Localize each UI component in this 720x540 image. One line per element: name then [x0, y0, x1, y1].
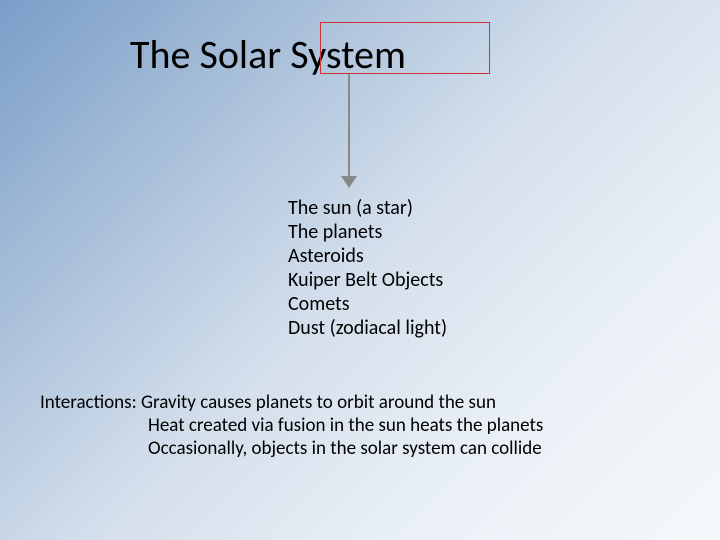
- interaction-line: Occasionally, objects in the solar syste…: [40, 438, 543, 461]
- list-item: Comets: [288, 292, 447, 316]
- list-item: The planets: [288, 220, 447, 244]
- interaction-line: Heat created via fusion in the sun heats…: [40, 415, 543, 438]
- interactions-section: Interactions: Gravity causes planets to …: [40, 392, 543, 460]
- list-item: The sun (a star): [288, 196, 447, 220]
- interaction-line: Interactions: Gravity causes planets to …: [40, 392, 543, 415]
- title-highlight-box: [320, 22, 490, 74]
- interaction-text: Gravity causes planets to orbit around t…: [141, 391, 496, 414]
- components-list: The sun (a star) The planets Asteroids K…: [288, 196, 447, 340]
- list-item: Kuiper Belt Objects: [288, 268, 447, 292]
- interactions-label: Interactions:: [40, 391, 137, 414]
- list-item: Asteroids: [288, 244, 447, 268]
- list-item: Dust (zodiacal light): [288, 316, 447, 340]
- arrow-line: [348, 74, 350, 179]
- arrow-head-icon: [341, 176, 357, 188]
